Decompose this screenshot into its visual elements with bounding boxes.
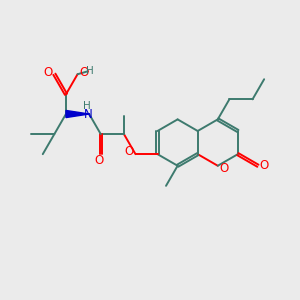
Text: O: O — [80, 66, 89, 79]
Text: N: N — [84, 107, 93, 121]
Text: H: H — [83, 101, 91, 111]
Text: O: O — [220, 162, 229, 175]
Polygon shape — [66, 110, 89, 118]
Text: O: O — [94, 154, 104, 167]
Text: H: H — [85, 66, 93, 76]
Text: O: O — [43, 66, 52, 79]
Text: O: O — [124, 145, 134, 158]
Text: O: O — [260, 159, 269, 172]
